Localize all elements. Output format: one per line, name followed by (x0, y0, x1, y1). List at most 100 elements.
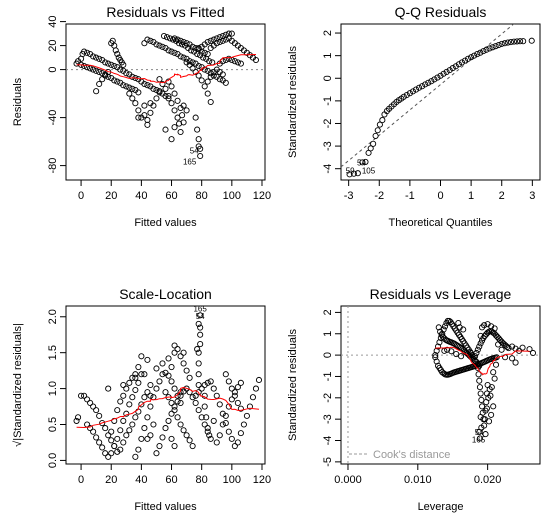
x-tick-label: 40 (135, 190, 147, 202)
x-tick-label: -2 (374, 190, 384, 202)
data-point (492, 43, 499, 50)
data-point (203, 414, 210, 421)
data-point (111, 62, 118, 70)
data-point (144, 82, 151, 89)
data-point (443, 68, 450, 75)
data-point (174, 414, 181, 421)
data-point (123, 83, 130, 90)
data-point (160, 32, 168, 40)
data-point (147, 392, 154, 399)
data-point (120, 392, 127, 399)
data-point (147, 100, 154, 107)
data-point (162, 85, 169, 92)
data-point (165, 417, 172, 424)
data-point (135, 379, 142, 386)
data-point (73, 417, 80, 424)
plot-frame (65, 305, 266, 465)
data-point (189, 442, 196, 450)
data-point (93, 434, 100, 441)
data-point (372, 132, 379, 139)
data-point (219, 71, 226, 78)
data-point (482, 431, 489, 438)
x-tick-label: 20 (105, 190, 117, 202)
data-point (102, 425, 109, 432)
data-point (255, 376, 263, 384)
data-point (166, 35, 174, 42)
data-point (213, 40, 220, 47)
data-point (75, 414, 82, 421)
data-point (180, 427, 187, 434)
data-point (183, 107, 190, 114)
data-point (147, 432, 154, 439)
data-point (162, 425, 169, 432)
data-point (243, 412, 250, 419)
data-point (99, 420, 106, 427)
data-point (171, 49, 178, 56)
data-point (481, 322, 488, 329)
data-point (141, 40, 148, 47)
data-point (159, 80, 166, 88)
y-tick-label: -1 (322, 96, 334, 106)
data-point (219, 37, 226, 44)
data-point (449, 65, 456, 72)
data-point (192, 399, 199, 407)
data-point (177, 53, 184, 60)
plot-panel-3: Scale-Location 0 20 40 60 80 100 120 Fitted valu… (12, 286, 271, 513)
data-point (228, 56, 235, 64)
y-tick-label: 2.0 (47, 309, 59, 324)
data-point (204, 50, 211, 58)
data-point (252, 56, 260, 64)
data-point (168, 399, 175, 407)
data-point (180, 102, 187, 109)
data-point (509, 355, 516, 362)
data-point (117, 398, 124, 405)
data-point (204, 428, 211, 435)
data-point (495, 41, 502, 49)
data-point (81, 48, 88, 55)
point-label: 165 (183, 157, 197, 166)
data-point (406, 90, 413, 97)
data-point (129, 73, 136, 80)
data-point (163, 34, 171, 41)
data-point (132, 374, 139, 381)
data-point (153, 41, 160, 48)
data-point (478, 403, 486, 410)
data-point (147, 109, 154, 116)
y-tick-label: 1 (322, 331, 334, 337)
data-point (425, 79, 432, 86)
data-point (171, 342, 178, 349)
x-tick-label: 100 (223, 474, 241, 486)
data-point (505, 345, 512, 352)
y-tick-label: -3 (322, 141, 334, 151)
data-point (189, 65, 196, 72)
point-label: 54 (357, 158, 366, 167)
data-point (108, 428, 115, 435)
x-tick-label: 100 (223, 190, 241, 202)
data-point (120, 82, 127, 89)
data-point (108, 450, 115, 457)
plot-area (341, 24, 535, 178)
plot-area (341, 306, 540, 464)
data-point (147, 403, 154, 410)
data-point (195, 389, 202, 396)
data-point (433, 358, 440, 365)
data-point (105, 385, 112, 392)
x-tick-label: 0 (78, 190, 84, 202)
data-point (180, 119, 187, 126)
y-tick-label: -2 (322, 393, 334, 403)
y-tick-label: 1.5 (47, 345, 59, 360)
data-point (444, 346, 451, 353)
data-point (485, 418, 493, 425)
x-axis-label: Fitted values (134, 501, 197, 513)
data-point (197, 145, 204, 152)
point-label: 165 (472, 436, 486, 445)
plot-panel-1: Residuals vs Fitted 0 20 40 60 80 100 120 Fitted… (12, 4, 271, 229)
data-point (144, 435, 151, 442)
data-point (234, 439, 241, 446)
data-point (180, 349, 187, 356)
data-point (84, 64, 91, 71)
y-tick-label: 40 (47, 15, 59, 27)
data-point (195, 136, 202, 143)
data-point (446, 67, 453, 74)
